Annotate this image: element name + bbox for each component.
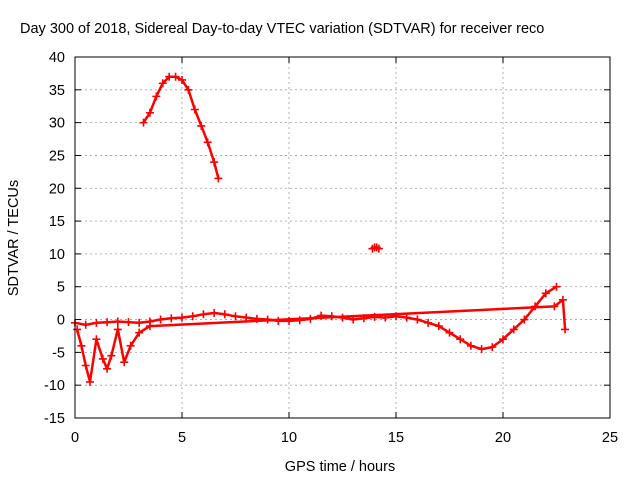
data-point [103,318,112,327]
y-tick-label: -5 [52,345,65,361]
data-point [561,325,570,334]
y-tick-label: -15 [44,411,65,427]
y-axis: -15 -10 -5 0 5 10 15 20 25 30 35 40 [44,50,610,427]
data-point [77,341,86,350]
data-point [558,295,567,304]
data-point [135,328,144,337]
data-point [374,244,383,253]
x-tick-label: 15 [388,430,404,446]
data-point [541,289,550,298]
x-tick-label: 20 [495,430,511,446]
data-point [113,317,122,326]
data-point [445,328,454,337]
data-point [456,335,465,344]
data-point [92,318,101,327]
data-point [520,315,529,324]
y-tick-label: 40 [49,50,65,66]
series-group [73,295,570,386]
x-tick-label: 10 [281,430,297,446]
x-axis: 0 5 10 15 20 25 [71,57,618,446]
data-point [98,354,107,363]
data-point [466,341,475,350]
y-tick-label: 15 [49,214,65,230]
data-point [103,364,112,373]
plot-frame [74,56,611,419]
data-point [188,312,197,321]
data-point [120,358,129,367]
y-tick-label: 20 [49,181,65,197]
data-point [145,322,154,331]
series-group [139,72,223,183]
data-point [184,85,193,94]
data-point [126,341,135,350]
series-trace [75,298,567,384]
x-tick-label: 25 [602,430,618,446]
data-point [214,174,223,183]
data-point [402,313,411,322]
x-tick-label: 5 [178,430,186,446]
data-point [81,361,90,370]
data-point [167,314,176,323]
data-point [424,318,433,327]
y-tick-label: 25 [49,148,65,164]
data-point [107,351,116,360]
data-point [190,105,199,114]
series-group [368,243,383,253]
data-point [85,377,94,386]
y-tick-label: 10 [49,247,65,263]
y-tick-label: 35 [49,83,65,99]
data-points [71,72,570,386]
data-point [113,325,122,334]
data-point [413,315,422,324]
y-tick-label: 0 [57,313,65,329]
data-point [210,308,219,317]
data-point [135,318,144,327]
x-axis-label: GPS time / hours [285,459,395,475]
data-point [509,325,518,334]
data-point [81,320,90,329]
data-point [231,312,240,321]
data-point [295,316,304,325]
data-point [550,302,559,311]
data-point [178,75,186,84]
data-point [139,118,148,127]
y-tick-label: -10 [44,378,65,394]
y-axis-label: SDTVAR / TECUs [6,180,22,296]
data-point [92,335,101,344]
data-point [434,322,443,331]
x-tick-label: 0 [71,430,79,446]
y-tick-label: 30 [49,116,65,132]
data-point [210,158,219,167]
data-point [171,72,180,81]
data-point [178,313,186,322]
data-point [73,325,82,334]
data-point [499,335,507,344]
data-point [197,121,206,130]
data-point [220,310,229,319]
data-point [152,92,161,101]
chart-title: Day 300 of 2018, Sidereal Day-to-day VTE… [20,21,544,37]
y-tick-label: 5 [57,280,65,296]
data-point [477,345,486,354]
data-point [124,318,133,327]
data-point [145,108,154,117]
data-point [552,282,561,291]
data-point [488,343,497,352]
data-point [203,138,212,147]
data-point [199,310,208,319]
data-point [156,315,165,324]
data-point [158,79,167,88]
